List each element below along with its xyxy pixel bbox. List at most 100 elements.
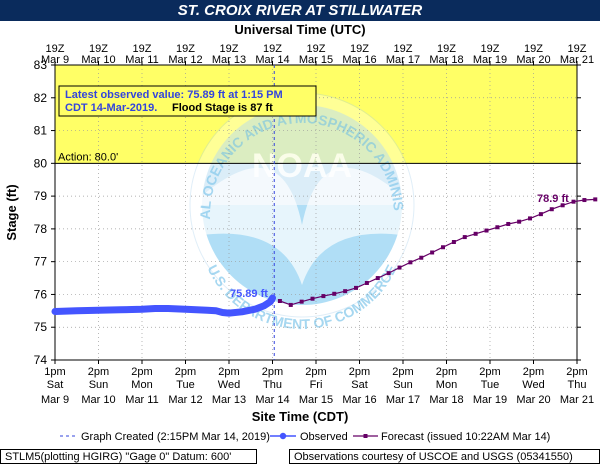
top-tick-time: 19Z [176,43,195,55]
forecast-point [593,197,598,202]
top-tick-date: Mar 11 [125,54,158,66]
forecast-point [506,221,511,226]
observed-point [251,305,259,313]
legend-forecast-marker [363,434,368,438]
forecast-point [408,260,413,265]
top-tick-date: Mar 15 [299,54,333,66]
latest-observed-frame [58,85,317,117]
bottom-tick-time: 2pm [436,366,457,378]
y-tick-label: 80 [34,156,48,170]
y-tick-label: 82 [34,91,48,105]
top-tick-date: Mar 12 [168,54,202,66]
label-layer: Action: 80.0' Latest observed value: 75.8… [58,85,569,443]
title-bar [0,0,600,21]
y-axis-label: Stage (ft) [4,184,19,240]
top-tick-time: 19Z [263,43,282,55]
top-tick-date: Mar 16 [342,54,376,66]
seal-logo-text: NOAA [252,147,352,185]
top-tick-time: 19Z [307,43,326,55]
latest-observed-line1: Latest observed value: 75.89 ft at 1:15 … [65,89,283,101]
bottom-tick-weekday: Wed [218,379,240,391]
bottom-tick-weekday: Fri [310,379,323,391]
bottom-tick-time: 2pm [131,366,152,378]
datum-note: STLM5(plotting HGIRG) "Gage 0" Datum: 60… [0,449,257,464]
bottom-tick-date: Mar 13 [212,394,246,406]
chart-title: ST. CROIX RIVER AT STILLWATER [177,2,423,19]
top-tick-date: Mar 19 [473,54,507,66]
y-tick-label: 74 [34,353,48,367]
hydrograph-chart: NOAANATIONAL OCEANIC AND ATMOSPHERIC ADM… [0,0,598,443]
bottom-tick-date: Mar 19 [473,394,507,406]
top-tick-date: Mar 20 [516,54,550,66]
bottom-tick-time: 2pm [479,366,500,378]
forecast-point [299,299,304,304]
forecast-point [386,271,391,276]
forecast-point [375,276,380,281]
observed-point [225,309,233,317]
bottom-tick-date: Mar 18 [429,394,463,406]
bottom-tick-weekday: Sun [393,379,413,391]
bottom-tick-weekday: Sat [351,379,368,391]
bottom-axis-title: Site Time (CDT) [252,409,349,424]
bottom-tick-weekday: Tue [176,379,195,391]
forecast-value-label: 78.9 ft [537,193,569,205]
forecast-point [495,225,500,230]
bottom-tick-time: 2pm [305,366,326,378]
bottom-tick-weekday: Mon [131,379,152,391]
top-tick-date: Mar 9 [41,54,69,66]
bottom-tick-weekday: Sun [89,379,109,391]
forecast-point [332,291,337,296]
top-tick-time: 19Z [133,43,152,55]
observed-point [117,306,124,314]
forecast-point [321,294,326,299]
observed-point [260,302,267,310]
bottom-tick-weekday: Sat [47,379,64,391]
legend-graph-created-label: Graph Created (2:15PM Mar 14, 2019) [81,431,270,443]
forecast-point [473,231,478,236]
observed-point [182,305,189,313]
y-tick-label: 79 [34,189,48,203]
top-axis-title: Universal Time (UTC) [234,22,365,37]
forecast-point [484,228,489,233]
bottom-tick-time: 1pm [44,366,65,378]
forecast-point [549,207,554,212]
forecast-point [288,302,293,307]
observed-point [212,307,220,315]
y-tick-label: 78 [34,222,48,236]
observed-point [219,309,226,316]
observed-point [269,294,276,302]
forecast-point [397,265,402,270]
forecast-point [571,199,576,204]
bottom-tick-time: 2pm [175,366,196,378]
latest-observed-box: Latest observed value: 75.89 ft at 1:15 … [58,85,317,117]
observed-value-label: 75.89 ft [230,288,268,300]
bottom-tick-date: Mar 21 [560,394,594,406]
forecast-point [419,255,424,260]
top-tick-date: Mar 10 [81,54,115,66]
latest-observed-line2: CDT 14-Mar-2019. [65,102,157,114]
top-tick-date: Mar 21 [560,54,594,66]
bottom-tick-weekday: Wed [522,379,544,391]
y-tick-label: 75 [34,320,48,334]
forecast-point [343,289,348,294]
bottom-tick-time: 2pm [523,366,544,378]
forecast-point [310,296,315,301]
bottom-tick-date: Mar 20 [516,394,550,406]
top-tick-time: 19Z [220,43,239,55]
top-tick-time: 19Z [481,43,500,55]
legend-observed-marker [279,432,287,440]
top-tick-date: Mar 17 [386,54,420,66]
flood-stage-note: Flood Stage is 87 ft [172,102,273,114]
legend: Graph Created (2:15PM Mar 14, 2019) Obser… [60,431,550,443]
bottom-tick-date: Mar 9 [41,394,69,406]
y-tick-label: 77 [34,255,48,269]
observed-point [51,308,59,315]
forecast-point [560,203,565,208]
legend-forecast-label: Forecast (issued 10:22AM Mar 14) [381,431,550,443]
bottom-tick-time: 2pm [88,366,109,378]
top-tick-time: 19Z [350,43,369,55]
bottom-tick-weekday: Mon [436,379,457,391]
bottom-tick-time: 2pm [218,366,239,378]
bottom-tick-date: Mar 16 [342,394,376,406]
